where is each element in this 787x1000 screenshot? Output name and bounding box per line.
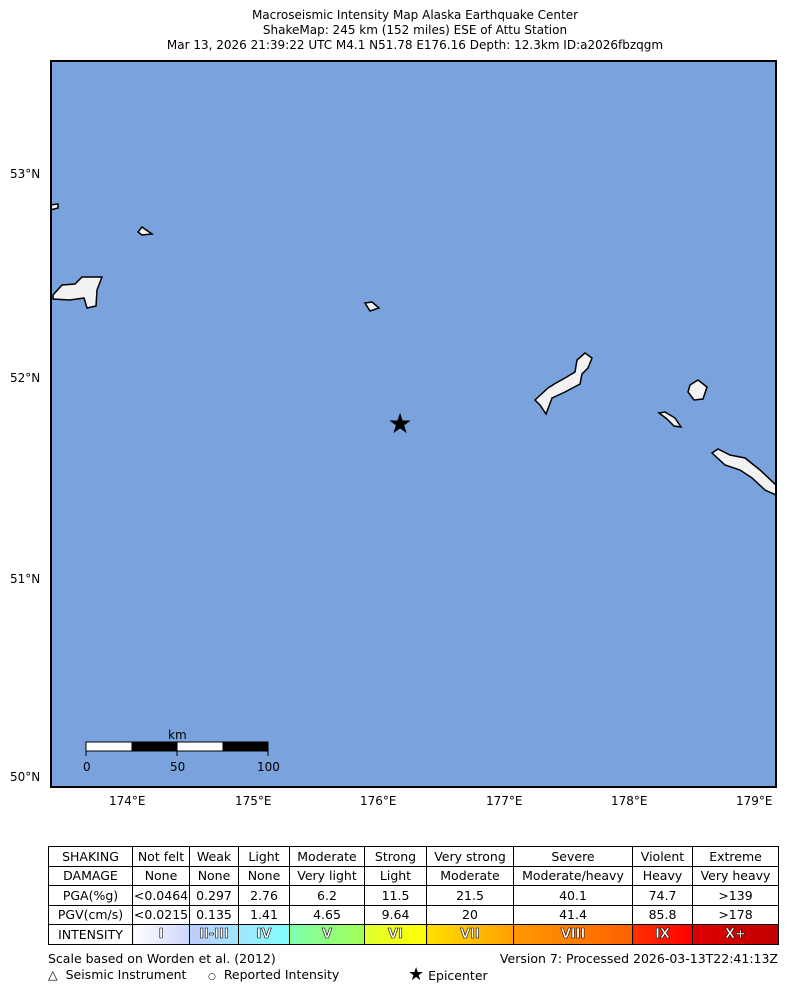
row-label: INTENSITY (48, 924, 133, 945)
legend-cell: 74.7 (632, 885, 693, 906)
legend-cell: 2.76 (238, 885, 290, 906)
legend-cell: <0.0215 (132, 904, 190, 925)
scale-note: Scale based on Worden et al. (2012) (48, 951, 276, 966)
legend-cell: 1.41 (238, 904, 290, 925)
legend-cell: >139 (692, 885, 779, 906)
legend-cell: Very light (289, 865, 365, 886)
legend-cell: 4.65 (289, 904, 365, 925)
legend-cell: 85.8 (632, 904, 693, 925)
legend-cell: None (132, 865, 190, 886)
intensity-cell: V (289, 924, 365, 945)
row-label: SHAKING (48, 846, 133, 867)
intensity-map[interactable]: ★ km 0 50 100 (50, 60, 777, 788)
lon-label: 179°E (736, 794, 773, 808)
lat-label: 50°N (10, 770, 41, 784)
scale-label-100: 100 (257, 760, 280, 774)
row-label: PGA(%g) (48, 885, 133, 906)
reported-label: Reported Intensity (223, 967, 340, 982)
legend-cell: Extreme (692, 846, 779, 867)
scale-label-50: 50 (170, 760, 186, 774)
legend-cell: Very strong (426, 846, 514, 867)
legend-cell: 0.135 (189, 904, 239, 925)
intensity-cell: X+ (692, 924, 779, 945)
scale-label-0: 0 (83, 760, 91, 774)
lon-label: 174°E (109, 794, 146, 808)
lat-label: 52°N (10, 371, 41, 385)
intensity-row: INTENSITY I II-III IV V VI VII VIII IX X+ (48, 924, 779, 945)
legend-cell: Not felt (132, 846, 190, 867)
legend-cell: Violent (632, 846, 693, 867)
intensity-cell: II-III (189, 924, 239, 945)
version-info: Version 7: Processed 2026-03-13T22:41:13… (499, 951, 778, 966)
lat-label: 51°N (10, 572, 41, 586)
map-subtitle: ShakeMap: 245 km (152 miles) ESE of Attu… (262, 23, 568, 37)
star-icon: ★ (408, 964, 425, 985)
epicenter-label: Epicenter (428, 968, 488, 983)
legend-cell: Moderate (289, 846, 365, 867)
legend-cell: None (189, 865, 239, 886)
legend-cell: Heavy (632, 865, 693, 886)
legend-epicenter: ★ Epicenter (408, 964, 488, 985)
legend-cell: <0.0464 (132, 885, 190, 906)
map-title: Macroseismic Intensity Map Alaska Earthq… (251, 8, 579, 22)
intensity-cell: IV (238, 924, 290, 945)
legend-cell: Strong (364, 846, 427, 867)
legend-reported: ○ Reported Intensity (208, 967, 339, 982)
legend-cell: 21.5 (426, 885, 514, 906)
islands (52, 203, 775, 496)
legend-cell: Moderate (426, 865, 514, 886)
legend-cell: >178 (692, 904, 779, 925)
lon-label: 175°E (235, 794, 272, 808)
legend-cell: 41.4 (513, 904, 633, 925)
epicenter-star-icon[interactable]: ★ (387, 407, 412, 440)
legend-cell: Severe (513, 846, 633, 867)
circle-icon: ○ (208, 972, 216, 982)
scale-bar (85, 741, 269, 756)
legend-row: SHAKING Not felt Weak Light Moderate Strong Ve… (48, 846, 779, 867)
legend-cell: 40.1 (513, 885, 633, 906)
legend-row: PGV(cm/s) <0.0215 0.135 1.41 4.65 9.64 20 41.4 8… (48, 904, 779, 925)
legend-instrument: △ Seismic Instrument (48, 967, 186, 982)
legend-cell: 11.5 (364, 885, 427, 906)
legend-cell: Very heavy (692, 865, 779, 886)
legend-cell: Light (364, 865, 427, 886)
lon-label: 176°E (360, 794, 397, 808)
intensity-cell: VI (364, 924, 427, 945)
intensity-cell: I (132, 924, 190, 945)
legend-cell: 20 (426, 904, 514, 925)
intensity-cell: VIII (513, 924, 633, 945)
legend-cell: 0.297 (189, 885, 239, 906)
legend-cell: 9.64 (364, 904, 427, 925)
legend-cell: 6.2 (289, 885, 365, 906)
lon-label: 178°E (611, 794, 648, 808)
row-label: PGV(cm/s) (48, 904, 133, 925)
instrument-label: Seismic Instrument (65, 967, 187, 982)
lat-label: 53°N (10, 167, 41, 181)
legend-row: DAMAGE None None None Very light Light Moderat… (48, 865, 779, 886)
triangle-icon: △ (48, 967, 58, 982)
intensity-cell: VII (426, 924, 514, 945)
legend-cell: Weak (189, 846, 239, 867)
legend-cell: Light (238, 846, 290, 867)
row-label: DAMAGE (48, 865, 133, 886)
legend-row: PGA(%g) <0.0464 0.297 2.76 6.2 11.5 21.5 40.1 74… (48, 885, 779, 906)
lon-label: 177°E (486, 794, 523, 808)
event-info: Mar 13, 2026 21:39:22 UTC M4.1 N51.78 E1… (166, 38, 664, 52)
intensity-legend-table: SHAKING Not felt Weak Light Moderate Strong Ve… (48, 846, 779, 945)
scale-unit: km (168, 728, 187, 742)
intensity-cell: IX (632, 924, 693, 945)
legend-cell: None (238, 865, 290, 886)
legend-cell: Moderate/heavy (513, 865, 633, 886)
